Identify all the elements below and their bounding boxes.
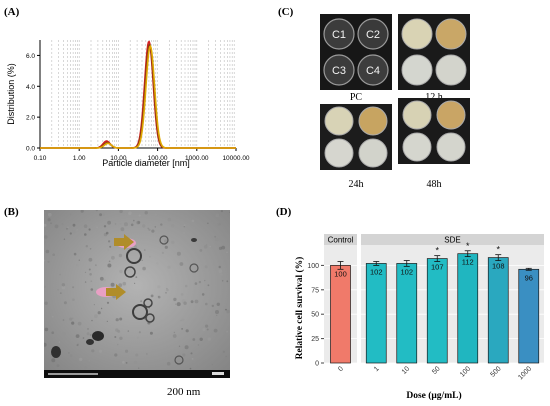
data-label: 107 bbox=[431, 263, 444, 272]
plate-photo-48h bbox=[398, 98, 470, 164]
photo-caption-pc: PC bbox=[349, 92, 363, 103]
tem-image bbox=[44, 210, 230, 378]
x-tick-label: 0 bbox=[337, 365, 345, 373]
y-tick-label: 0 bbox=[315, 361, 319, 368]
x-tick-label: 10000.00 bbox=[222, 155, 249, 162]
petri-dishes-pc: C1 C2 C3 C4 bbox=[323, 18, 389, 86]
dish-label: C1 bbox=[332, 29, 346, 41]
dish-label: C2 bbox=[366, 29, 380, 41]
dish-label: C4 bbox=[366, 65, 380, 77]
bar bbox=[457, 253, 479, 364]
arrow-marker bbox=[96, 284, 126, 300]
panel-b-label: (B) bbox=[4, 206, 19, 218]
facet-label: Control bbox=[328, 236, 354, 245]
y-tick-label: 6.0 bbox=[26, 53, 35, 60]
x-tick-label: 1.00 bbox=[73, 155, 86, 162]
panel-a-label: (A) bbox=[4, 6, 20, 18]
panel-c: (C) C1 C2 C3 C4 PC 12 h 24 bbox=[270, 0, 550, 200]
tem-scale-caption: 200 nm bbox=[167, 386, 201, 398]
tem-micrograph bbox=[44, 210, 230, 378]
y-tick-label: 100 bbox=[307, 263, 319, 270]
petri-dishes-12h bbox=[401, 18, 467, 86]
bar bbox=[396, 263, 418, 364]
y-axis-label: Relative cell survival (%) bbox=[294, 257, 305, 360]
series-line bbox=[40, 44, 236, 149]
bar bbox=[518, 268, 540, 364]
x-tick-label: 500 bbox=[489, 365, 502, 378]
plate-photo-pc: C1 C2 C3 C4 bbox=[320, 14, 392, 90]
panel-c-label: (C) bbox=[278, 6, 294, 18]
data-label: 102 bbox=[370, 267, 383, 276]
dish-label: C3 bbox=[332, 65, 346, 77]
vesicle bbox=[143, 298, 153, 308]
petri-dishes-24h bbox=[324, 106, 388, 168]
photo-caption-24h: 24h bbox=[348, 179, 364, 190]
y-tick-label: 50 bbox=[311, 312, 319, 319]
facet-strip bbox=[361, 234, 544, 245]
y-tick-label: 25 bbox=[311, 336, 319, 343]
photo-caption-48h: 48h bbox=[426, 179, 442, 190]
facet-strip bbox=[324, 234, 357, 245]
vesicle bbox=[124, 266, 136, 278]
panel-d: (D) Control SDE 0 25 50 75 100 100 0 102 1 102 10 107… bbox=[272, 200, 550, 406]
cell-survival-chart: Control SDE02550751001000102110210107*501… bbox=[294, 234, 544, 401]
series-line bbox=[40, 43, 236, 149]
bar bbox=[365, 263, 387, 364]
data-label: 108 bbox=[492, 262, 505, 271]
scale-bar bbox=[212, 372, 224, 375]
x-tick-label: 0.10 bbox=[34, 155, 47, 162]
data-label: 96 bbox=[525, 273, 533, 282]
vesicle bbox=[132, 304, 148, 320]
panel-a: (A) 0.10 1.00 10.00 100.00 1000.00 10000.00 0.… bbox=[0, 0, 260, 200]
x-tick-label: 100.00 bbox=[148, 155, 168, 162]
photo-caption-12h: 12 h bbox=[398, 92, 470, 103]
significance-mark: * bbox=[466, 241, 470, 251]
facet-panel bbox=[361, 245, 544, 363]
x-tick-label: 10 bbox=[401, 365, 412, 376]
x-axis-label: Particle diameter [nm] bbox=[102, 158, 190, 168]
data-label: 100 bbox=[334, 269, 347, 278]
bar bbox=[487, 257, 509, 364]
vesicle bbox=[126, 248, 142, 264]
y-tick-label: 75 bbox=[311, 287, 319, 294]
y-axis-label: Distribution (%) bbox=[6, 63, 16, 125]
panel-b: (B) bbox=[0, 200, 275, 406]
x-tick-label: 50 bbox=[431, 365, 442, 376]
bar bbox=[426, 258, 448, 364]
x-tick-label: 1 bbox=[373, 365, 381, 373]
x-tick-label: 10.00 bbox=[110, 155, 127, 162]
panel-d-label: (D) bbox=[276, 206, 292, 218]
arrow-marker bbox=[114, 234, 136, 250]
bar bbox=[330, 265, 351, 364]
data-label: 102 bbox=[400, 267, 413, 276]
y-tick-label: 2.0 bbox=[26, 115, 35, 122]
series-line bbox=[40, 40, 236, 149]
vesicle bbox=[145, 313, 155, 323]
x-tick-label: 1000.00 bbox=[185, 155, 209, 162]
plate-photo-24h bbox=[320, 104, 392, 170]
x-axis-label: Dose (μg/mL) bbox=[406, 390, 461, 401]
facet-label: SDE bbox=[444, 236, 460, 245]
y-tick-label: 4.0 bbox=[26, 84, 35, 91]
y-tick-label: 0.0 bbox=[26, 146, 35, 153]
size-distribution-chart: 0.10 1.00 10.00 100.00 1000.00 10000.00 0.0 2.0… bbox=[6, 40, 250, 168]
significance-mark: * bbox=[435, 246, 439, 256]
significance-mark: * bbox=[496, 245, 500, 255]
x-tick-label: 100 bbox=[459, 365, 472, 378]
plate-photo-12h bbox=[398, 14, 470, 90]
data-label: 112 bbox=[462, 258, 474, 267]
petri-dishes-48h bbox=[402, 100, 466, 162]
x-tick-label: 1000 bbox=[517, 365, 533, 381]
